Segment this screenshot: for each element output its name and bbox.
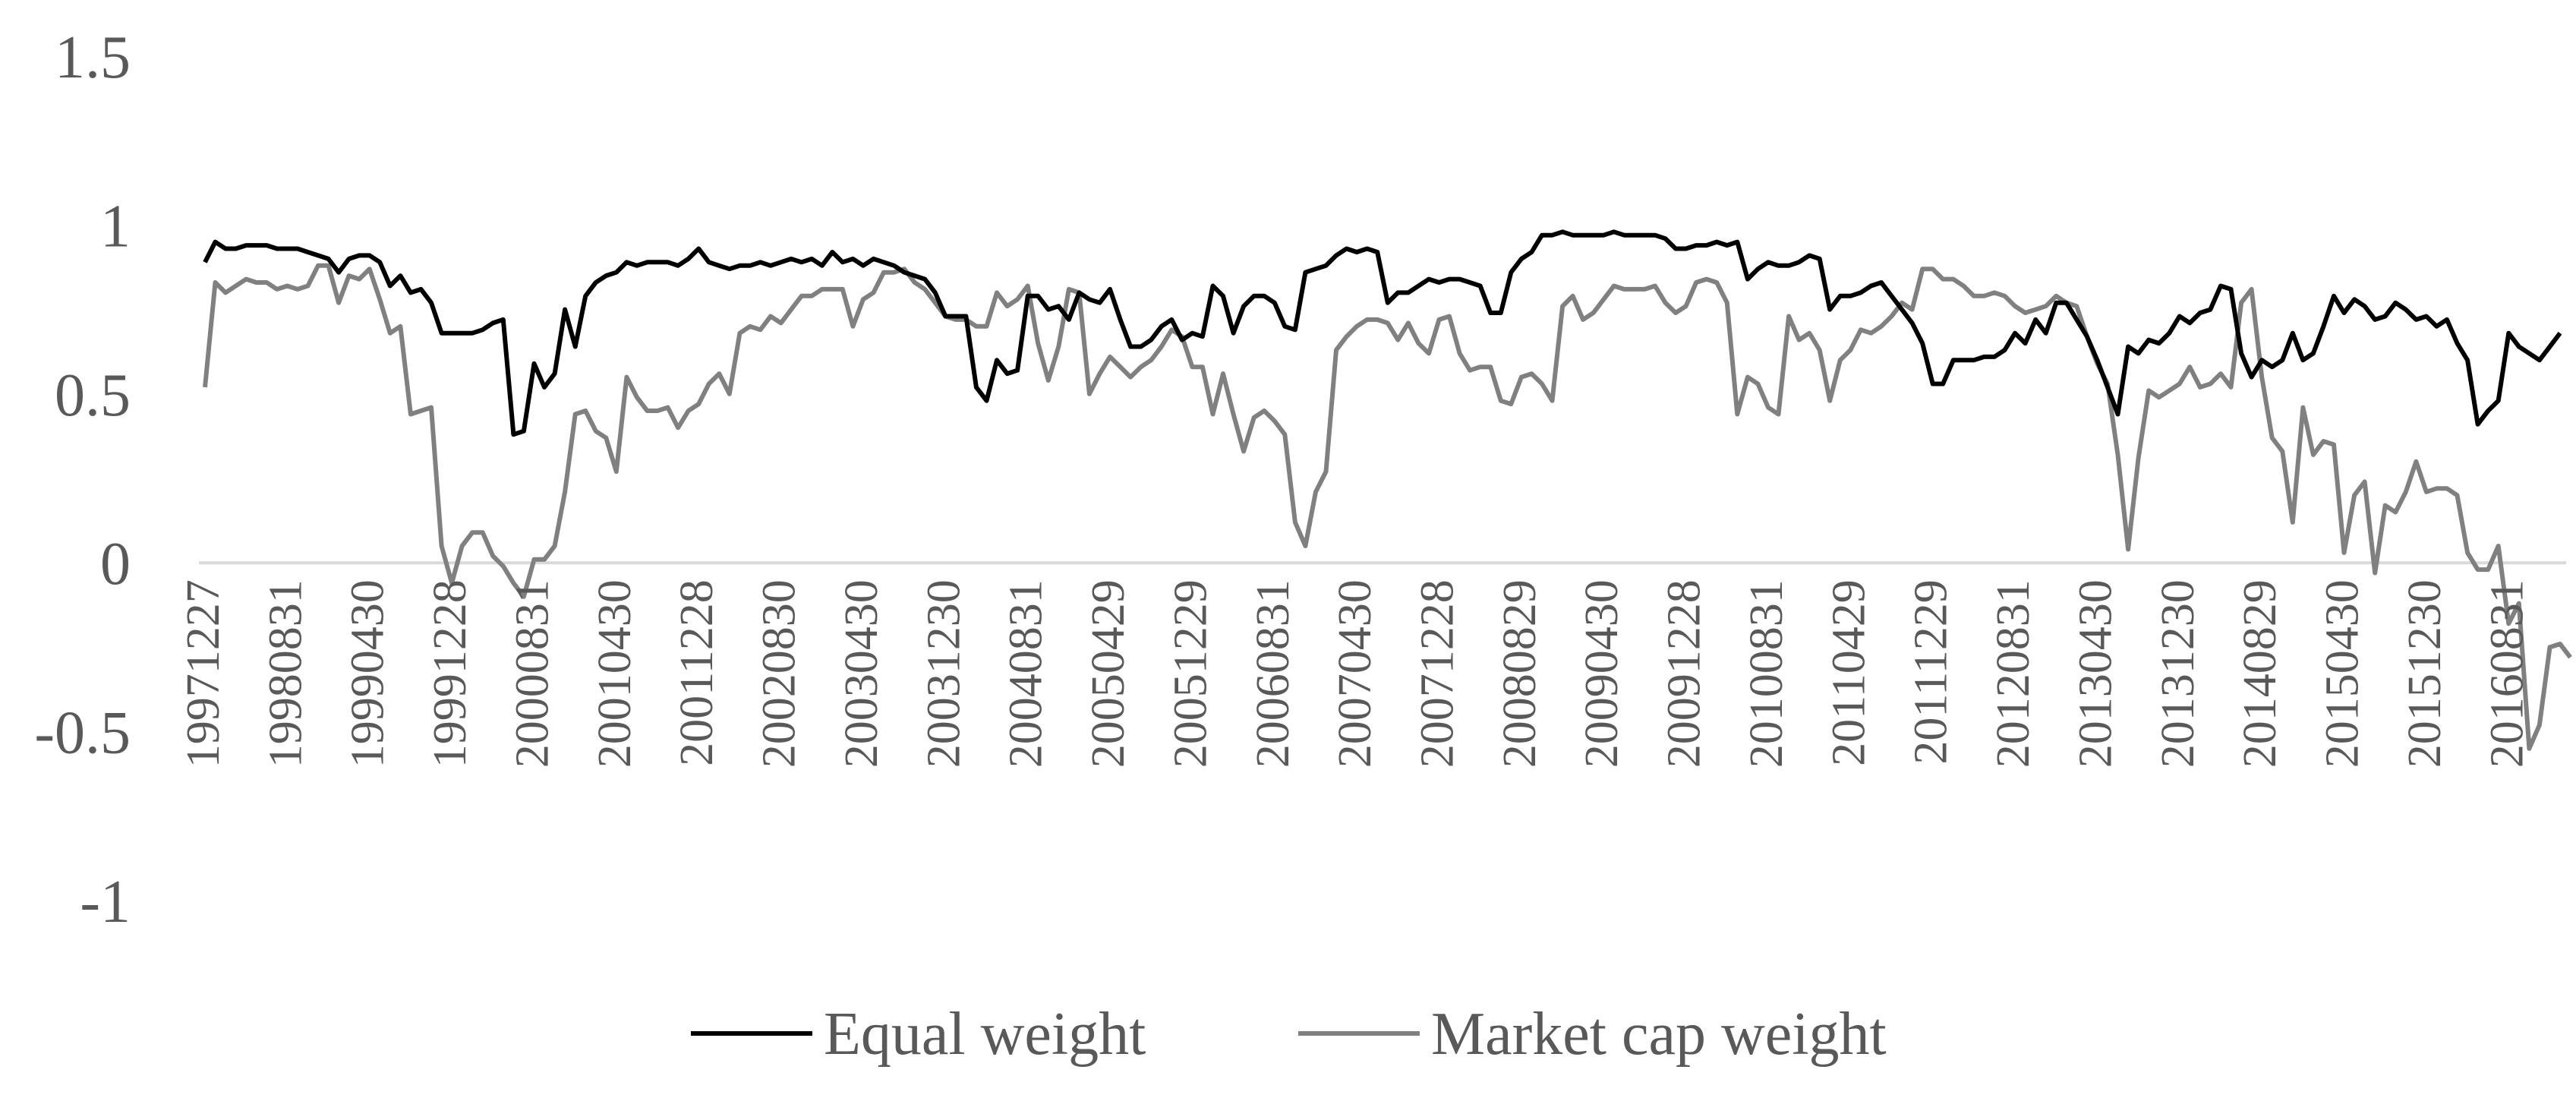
x-tick-label: 20011228 [671, 579, 723, 766]
x-tick-label: 20051229 [1165, 579, 1216, 768]
legend-label-equal-weight: Equal weight [824, 1001, 1146, 1068]
x-tick-label: 20010430 [589, 579, 641, 768]
x-tick-label: 20090430 [1576, 579, 1628, 768]
legend: Equal weight Market cap weight [691, 1001, 1887, 1068]
y-axis: 1.5 1 0.5 0 -0.5 -1 [34, 24, 131, 936]
x-tick-label: 20071228 [1412, 579, 1464, 768]
x-tick-label: 20020830 [754, 579, 806, 768]
y-tick-label: -1 [80, 869, 131, 936]
y-tick-label: 1.5 [55, 24, 131, 91]
y-tick-label: 0 [100, 531, 131, 598]
x-tick-label: 20050429 [1083, 579, 1134, 768]
x-tick-label: 19990430 [342, 579, 394, 768]
y-tick-label: 0.5 [55, 362, 131, 429]
plot-area [199, 229, 2572, 751]
x-tick-label: 20140829 [2234, 579, 2286, 768]
x-tick-label: 20120831 [1988, 579, 2039, 768]
x-tick-label: 19980831 [260, 579, 311, 768]
series-line-equal-weight [203, 229, 2562, 437]
y-tick-label: -0.5 [34, 700, 131, 767]
x-tick-label: 20080829 [1494, 579, 1546, 768]
x-tick-label: 20000831 [506, 579, 558, 768]
x-tick-label: 20060831 [1247, 579, 1299, 768]
x-tick-label: 20031230 [918, 579, 970, 768]
x-tick-label: 20151230 [2399, 579, 2451, 768]
series-line-market-cap-weight [203, 263, 2572, 751]
x-tick-label: 20130430 [2070, 579, 2121, 768]
x-tick-label: 20100831 [1741, 579, 1792, 768]
x-tick-label: 20131230 [2152, 579, 2204, 768]
x-tick-label: 19991228 [424, 579, 476, 768]
y-tick-label: 1 [100, 193, 131, 260]
x-tick-label: 20070430 [1329, 579, 1381, 768]
x-tick-label: 20030430 [836, 579, 888, 768]
x-tick-label: 20110429 [1823, 579, 1874, 766]
x-tick-label: 20111229 [1906, 579, 1957, 764]
legend-label-market-cap-weight: Market cap weight [1431, 1001, 1887, 1068]
x-tick-label: 20040831 [1001, 579, 1052, 768]
x-tick-label: 19971227 [178, 579, 229, 768]
x-tick-label: 20160831 [2481, 579, 2533, 768]
x-tick-label: 20150430 [2317, 579, 2369, 768]
x-axis: 19971227 19980831 19990430 19991228 20000831… [178, 579, 2533, 768]
x-tick-label: 20091228 [1659, 579, 1711, 768]
